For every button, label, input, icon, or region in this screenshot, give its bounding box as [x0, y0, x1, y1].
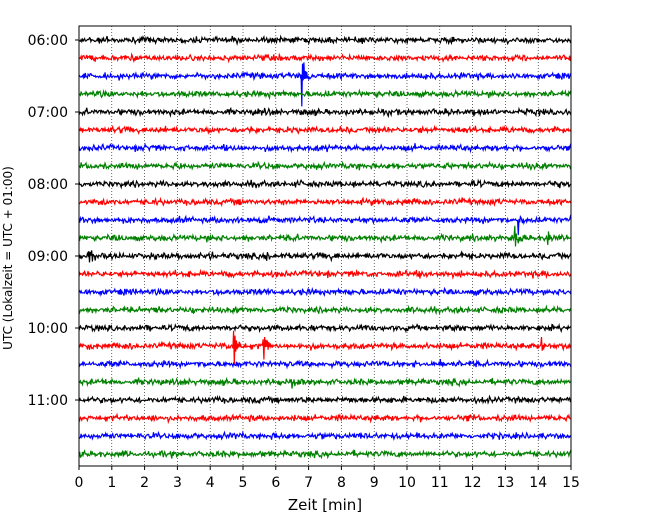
plot-frame	[78, 25, 572, 467]
trace-11	[78, 225, 572, 247]
trace-21	[78, 412, 572, 425]
grid-layer	[111, 26, 539, 466]
x-tick-label-14: 14	[529, 475, 547, 491]
trace-8	[78, 178, 572, 190]
y-tick-label: 09:00	[28, 249, 68, 265]
trace-18	[78, 358, 572, 370]
x-tick-label-12: 12	[464, 475, 482, 491]
y-tick-label: 10:00	[28, 321, 68, 337]
trace-22	[78, 430, 572, 441]
y-tick-label: 11:00	[28, 393, 68, 409]
trace-19	[78, 376, 572, 389]
x-tick-label-6: 6	[271, 475, 280, 491]
trace-3	[78, 88, 572, 101]
trace-13	[78, 268, 572, 280]
trace-20	[78, 394, 571, 405]
x-axis-label: Zeit [min]	[288, 496, 362, 514]
x-tick-label-1: 1	[107, 475, 116, 491]
y-axis-label: UTC (Lokalzeit = UTC + 01:00)	[1, 166, 15, 350]
trace-7	[78, 160, 572, 172]
trace-16	[78, 322, 572, 334]
x-tick-label-2: 2	[140, 475, 149, 491]
y-ticks: 06:00 07:00 08:00 09:00 10:00 11:00	[28, 33, 79, 409]
trace-17	[78, 330, 572, 365]
x-tick-label-7: 7	[304, 475, 313, 491]
trace-12	[78, 250, 572, 263]
x-tick-label-4: 4	[206, 475, 215, 491]
trace-14	[78, 286, 572, 297]
x-tick-label-3: 3	[173, 475, 182, 491]
trace-2	[78, 62, 572, 107]
trace-23	[78, 448, 572, 460]
x-tick-label-0: 0	[75, 475, 84, 491]
trace-6	[78, 142, 572, 154]
x-tick-label-5: 5	[239, 475, 248, 491]
trace-1	[78, 52, 572, 64]
trace-10	[78, 214, 572, 236]
trace-4	[78, 106, 572, 119]
x-tick-label-13: 13	[496, 475, 514, 491]
y-tick-label: 07:00	[28, 105, 68, 121]
trace-0	[78, 34, 572, 47]
x-tick-label-15: 15	[562, 475, 580, 491]
trace-layer	[78, 34, 572, 460]
trace-5	[78, 124, 572, 136]
x-tick-label-9: 9	[370, 475, 379, 491]
y-tick-label: 06:00	[28, 33, 68, 49]
x-tick-label-8: 8	[337, 475, 346, 491]
y-tick-label: 08:00	[28, 177, 68, 193]
trace-9	[78, 196, 572, 208]
x-ticks: 0 1 2 3 4 5 6 7 8 9 10 11 12 13 14 15	[75, 466, 580, 491]
x-tick-label-11: 11	[431, 475, 449, 491]
x-tick-label-10: 10	[398, 475, 416, 491]
trace-15	[78, 304, 572, 316]
